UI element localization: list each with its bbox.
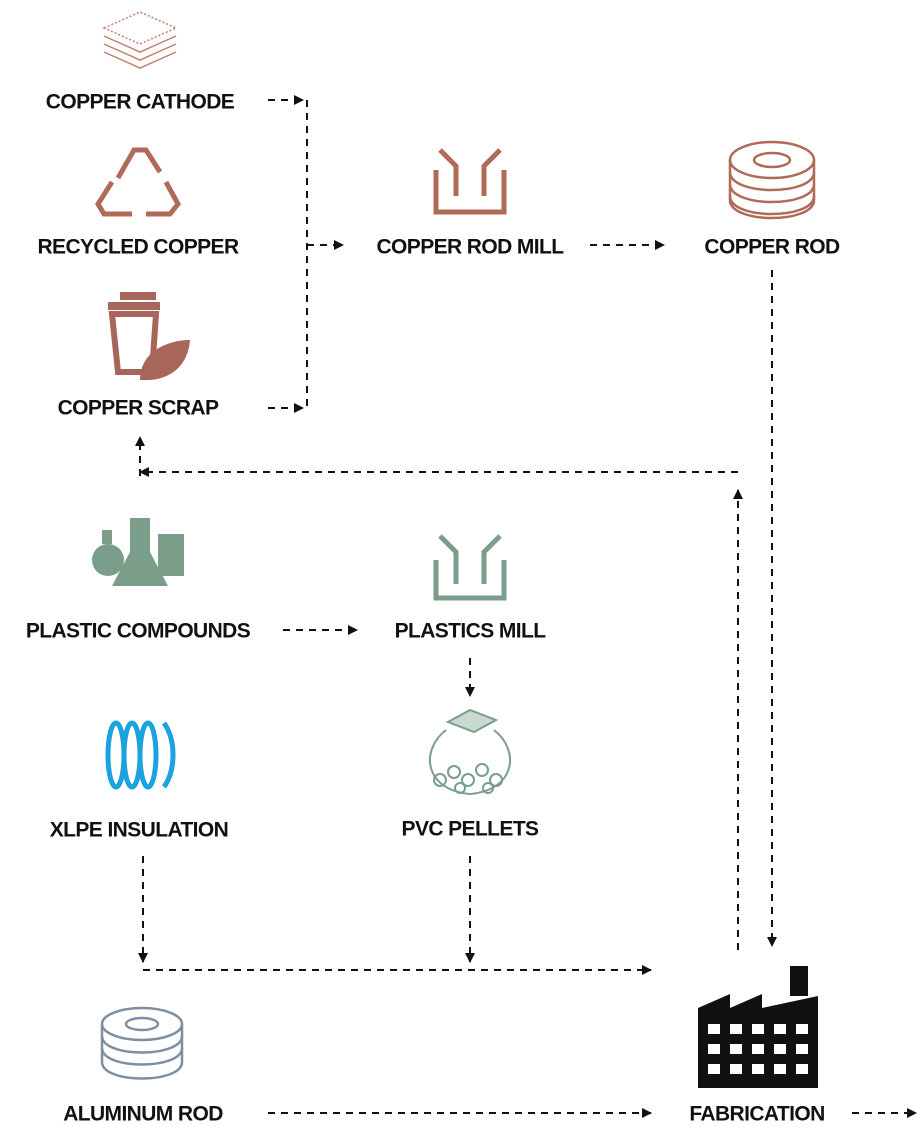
node-label: FABRICATION [689, 1103, 824, 1126]
node-label: PLASTICS MILL [395, 620, 547, 643]
icon-pellets [429, 708, 511, 796]
node-label: PVC PELLETS [402, 818, 540, 841]
node-label: COPPER ROD [704, 236, 840, 259]
icon-rod-mill [433, 148, 507, 215]
icon-factory [698, 966, 818, 1088]
node-label: ALUMINUM ROD [63, 1103, 223, 1126]
node-label: COPPER ROD MILL [376, 236, 564, 259]
icon-copper-cathode [102, 11, 178, 69]
node-label: XLPE INSULATION [50, 819, 228, 842]
icon-recycle [95, 147, 181, 217]
flows [135, 95, 917, 1118]
icon-xlpe [105, 720, 176, 790]
node-label: PLASTIC COMPOUNDS [26, 620, 251, 643]
node-label: COPPER CATHODE [46, 91, 235, 114]
icon-trash [108, 292, 190, 381]
icon-plastics-mill [433, 534, 507, 601]
node-label: COPPER SCRAP [58, 397, 219, 420]
icon-copper-rod [728, 140, 816, 220]
node-label: RECYCLED COPPER [37, 236, 238, 259]
icon-aluminum-rod [100, 1006, 184, 1080]
icon-flasks [92, 518, 184, 586]
